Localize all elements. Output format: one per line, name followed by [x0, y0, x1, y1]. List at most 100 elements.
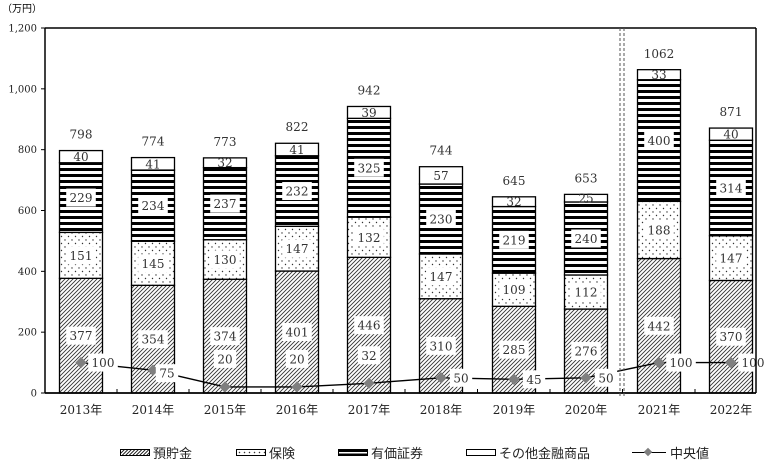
bars-layer: 377 151 229 40 798 354 145 234 41 774 374 130 237 32 7… [58, 47, 754, 394]
y-tick-label: 0 [31, 389, 37, 400]
bar-group: 354 145 234 41 774 [130, 135, 176, 394]
y-tick-label: 200 [18, 328, 37, 339]
x-tick-label: 2020年 [565, 403, 608, 417]
median-marker-diamond-icon [435, 372, 447, 384]
x-tick-label: 2017年 [348, 403, 391, 417]
value-label-bg [644, 131, 674, 150]
value-label-bg [499, 230, 529, 249]
x-tick-label: 2022年 [710, 403, 753, 417]
median-value-label: 100 [742, 356, 765, 370]
median-label-bg [594, 368, 618, 387]
median-value-label: 50 [598, 371, 613, 385]
segment-value-label: 151 [70, 249, 93, 263]
segment-value-label: 325 [358, 161, 381, 175]
segment-value-label: 145 [142, 257, 165, 271]
median-label-bg [738, 353, 768, 372]
bar-group: 276 112 240 25 653 [563, 171, 609, 394]
value-label-bg [716, 178, 746, 197]
value-label-bg [571, 283, 601, 302]
segment-value-label: 446 [358, 319, 381, 333]
total-value-label: 653 [575, 171, 598, 185]
value-label-bg [426, 267, 456, 286]
value-label-bg [282, 182, 312, 201]
segment-value-label: 57 [433, 169, 448, 183]
total-value-label: 1062 [644, 47, 675, 61]
value-label-bg [138, 254, 168, 273]
bar-group: 285 109 219 32 645 [491, 174, 537, 394]
median-marker-diamond-icon [725, 356, 737, 369]
y-axis: 0 200 400 600 800 1,000 1,200 [8, 24, 45, 400]
value-label-bg [66, 188, 96, 207]
segment-value-label: 32 [506, 195, 521, 209]
median-marker-diamond-icon [653, 356, 665, 369]
segment-value-label: 40 [723, 128, 738, 142]
segment-value-label: 240 [575, 232, 598, 246]
legend-label: その他金融商品 [499, 447, 591, 462]
total-value-label: 773 [214, 135, 237, 149]
total-value-label: 744 [430, 144, 453, 158]
value-label-bg [282, 323, 312, 342]
median-marker-diamond-icon [580, 372, 592, 384]
median-value-label: 100 [92, 356, 115, 370]
legend-label: 中央値 [670, 447, 710, 462]
value-label-bg [716, 327, 746, 346]
bar-segment [130, 156, 176, 171]
segment-value-label: 232 [286, 185, 309, 199]
legend-item-deposits: 預貯金 [120, 443, 192, 462]
median-label-bg [155, 364, 179, 383]
segment-value-label: 229 [70, 191, 93, 205]
median-label-bg [357, 346, 381, 365]
value-label-bg [354, 228, 384, 247]
segment-value-label: 442 [648, 319, 671, 333]
median-label-bg [88, 353, 118, 372]
legend-item-other-financial: その他金融商品 [466, 443, 590, 462]
y-tick-label: 800 [18, 145, 37, 156]
value-label-bg [644, 316, 674, 335]
segment-value-label: 147 [720, 252, 743, 266]
segment-value-label: 147 [286, 242, 309, 256]
median-label-bg [213, 349, 237, 368]
total-value-label: 942 [358, 83, 381, 97]
bar-group: 374 130 237 32 773 [202, 135, 248, 394]
bar-segment [636, 69, 682, 81]
x-tick-label: 2018年 [420, 403, 463, 417]
total-value-label: 798 [70, 127, 93, 141]
median-value-label: 32 [361, 349, 376, 363]
total-value-label: 774 [142, 135, 165, 149]
bar-group: 442 188 400 33 1062 [636, 47, 682, 394]
segment-value-label: 354 [142, 333, 165, 347]
value-label-bg [499, 280, 529, 299]
bar-group: 446 132 325 39 942 [346, 83, 392, 394]
segment-value-label: 374 [214, 330, 237, 344]
segment-value-label: 33 [651, 68, 666, 82]
segment-value-label: 109 [503, 283, 526, 297]
median-line [80, 361, 731, 388]
segment-value-label: 41 [145, 157, 160, 171]
segment-value-label: 147 [430, 270, 453, 284]
bar-segment [58, 149, 104, 164]
median-label-bg [285, 349, 309, 368]
value-label-bg [66, 246, 96, 265]
median-value-label: 50 [453, 371, 468, 385]
segment-value-label: 130 [214, 253, 237, 267]
legend: 預貯金 保険 有価証券 その他金融商品 中央値 [0, 440, 768, 464]
bar-segment [274, 142, 320, 157]
bar-segment [563, 193, 609, 203]
legend-swatch-hatch-icon [120, 449, 150, 456]
segment-value-label: 310 [430, 339, 453, 353]
segment-value-label: 25 [578, 192, 593, 206]
segment-value-label: 370 [720, 330, 743, 344]
bar-group: 310 147 230 57 744 [418, 144, 464, 394]
segment-value-label: 219 [503, 233, 526, 247]
segment-value-label: 41 [289, 143, 304, 157]
median-value-label: 75 [159, 367, 174, 381]
value-label-bg [354, 316, 384, 335]
legend-label: 保険 [269, 447, 296, 462]
segment-value-label: 377 [70, 329, 93, 343]
value-label-bg [138, 330, 168, 349]
median-marker-diamond-icon [219, 381, 231, 393]
segment-value-label: 314 [720, 181, 743, 195]
value-label-bg [210, 327, 240, 346]
y-tick-label: 1,200 [8, 24, 37, 35]
